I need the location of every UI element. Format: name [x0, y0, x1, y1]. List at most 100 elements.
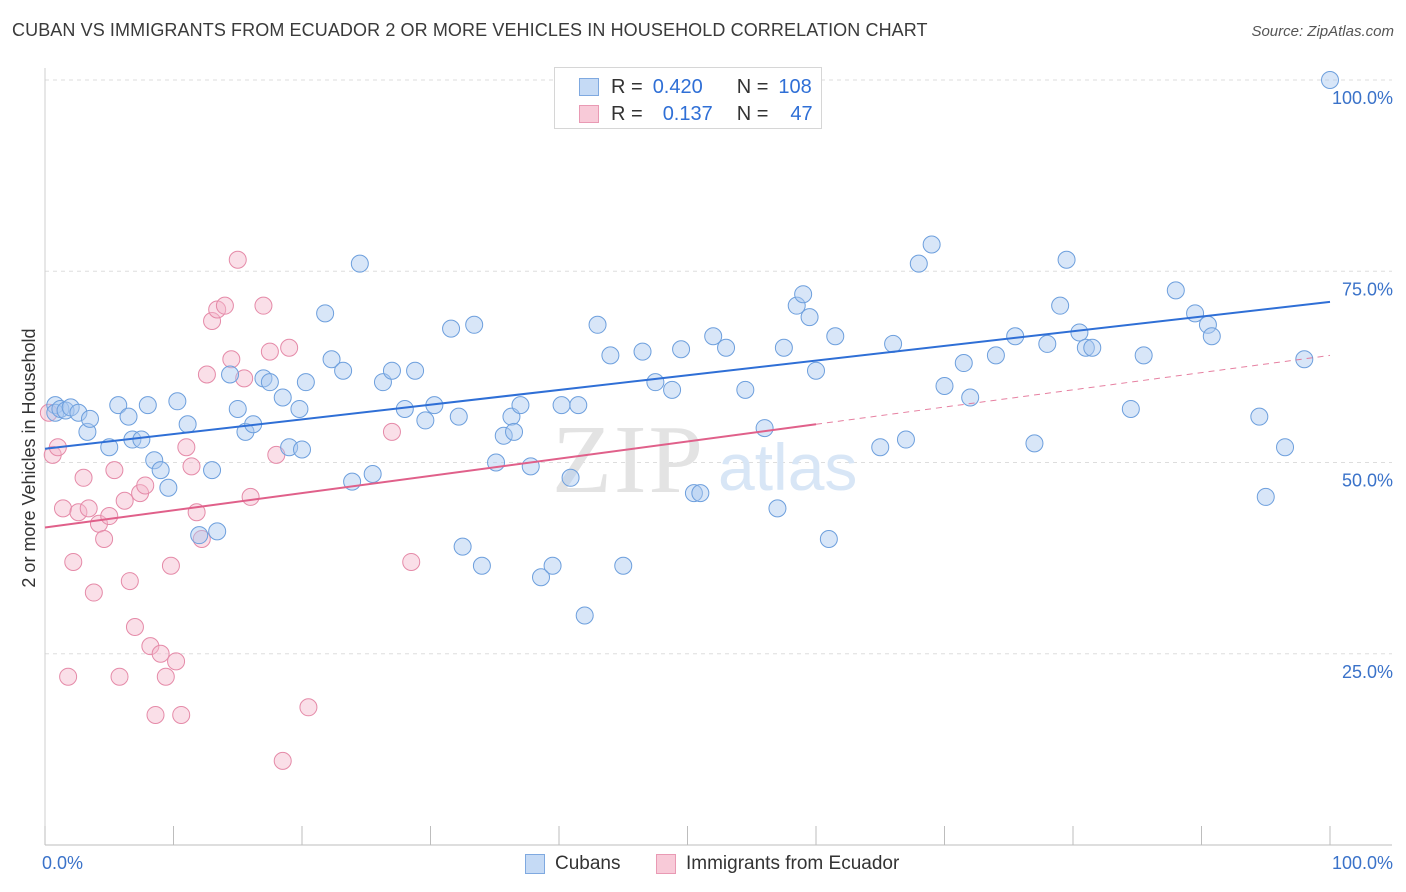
chart-source: Source: ZipAtlas.com	[1251, 23, 1394, 40]
ecuador-point	[203, 311, 222, 330]
ecuador-point	[235, 369, 254, 388]
cubans-point	[382, 361, 401, 380]
cubans-point	[273, 388, 292, 407]
cubans-point	[453, 537, 472, 556]
ecuador-trend-line	[44, 423, 817, 529]
cubans-point	[633, 342, 652, 361]
axes	[44, 68, 1392, 846]
cubans-point	[807, 361, 825, 380]
cubans-point	[569, 396, 588, 415]
cubans-point	[646, 373, 665, 392]
ecuador-point	[105, 461, 124, 480]
cubans-point	[159, 478, 178, 497]
cubans-point	[145, 451, 164, 470]
cubans-point	[532, 568, 551, 587]
grid-lines	[45, 79, 1392, 655]
ecuador-point	[110, 667, 129, 686]
ecuador-point	[115, 491, 134, 510]
cubans-point	[406, 361, 425, 380]
watermark-atlas: atlas	[718, 430, 857, 504]
legend-n-label: N =	[736, 75, 769, 98]
cubans-point	[290, 399, 309, 418]
ecuador-point	[402, 552, 421, 571]
cubans-point	[132, 430, 151, 449]
legend-n-value: 47	[790, 102, 813, 125]
cubans-point	[236, 422, 255, 441]
bottom-legend-ecuador: Immigrants from Ecuador	[656, 851, 899, 877]
legend-r-label: R =	[611, 75, 643, 98]
cubans-point	[293, 440, 311, 459]
cubans-point	[151, 461, 170, 480]
cubans-point	[961, 388, 980, 407]
ecuador-point	[146, 705, 165, 724]
cubans-point	[1321, 71, 1339, 89]
ecuador-point	[182, 457, 201, 476]
y-tick-label: 25.0%	[1342, 662, 1393, 682]
ecuador-point	[161, 556, 180, 575]
cubans-point	[100, 438, 119, 457]
cubans-point	[80, 409, 99, 428]
cubans-point	[954, 354, 973, 373]
bottom-legend-swatch-ecuador	[656, 854, 676, 874]
cubans-point	[69, 403, 88, 422]
chart-title: CUBAN VS IMMIGRANTS FROM ECUADOR 2 OR MO…	[12, 20, 928, 40]
ecuador-point	[95, 530, 114, 548]
x-tick-label: 100.0%	[1332, 853, 1393, 873]
ecuador-point	[100, 507, 119, 526]
cubans-point	[794, 285, 813, 304]
ecuador-point	[64, 552, 83, 571]
ecuador-point	[254, 296, 273, 315]
y-axis-title: 2 or more Vehicles in Household	[19, 328, 39, 587]
cubans-point	[178, 415, 197, 434]
ecuador-points	[39, 250, 421, 770]
cubans-point	[672, 340, 691, 359]
cubans-point	[1076, 338, 1095, 357]
cubans-point	[561, 468, 580, 487]
cubans-point	[1202, 327, 1221, 346]
legend-n-label: N =	[736, 102, 769, 125]
cubans-point	[826, 327, 845, 346]
ecuador-point	[167, 652, 186, 671]
cubans-point	[363, 464, 382, 483]
cubans-trend-line	[44, 300, 1331, 450]
cubans-point	[494, 426, 513, 445]
ecuador-point	[156, 667, 175, 686]
cubans-point	[736, 380, 755, 399]
cubans-point	[601, 346, 620, 365]
cubans-point	[203, 461, 222, 480]
cubans-point	[1166, 281, 1185, 300]
cubans-point	[511, 396, 530, 415]
ecuador-point	[197, 365, 216, 384]
ecuador-point	[84, 583, 103, 602]
cubans-point	[787, 296, 806, 315]
cubans-point	[575, 606, 594, 625]
watermark: ZIP atlas	[552, 406, 857, 514]
ecuador-point	[59, 667, 78, 686]
cubans-point	[871, 438, 890, 457]
cubans-point	[986, 346, 1005, 365]
axis-labels: 25.0% 50.0% 75.0% 100.0% 0.0% 100.0% 2 or more…	[19, 88, 1393, 873]
ecuador-point	[151, 644, 170, 663]
ecuador-point	[241, 487, 260, 506]
cubans-point	[755, 419, 774, 438]
watermark-zip: ZIP	[552, 406, 705, 514]
y-tick-label: 100.0%	[1332, 88, 1393, 108]
ecuador-point	[280, 338, 299, 357]
cubans-point	[1038, 334, 1057, 353]
ecuador-point	[260, 342, 279, 361]
cubans-point	[190, 526, 209, 545]
cubans-point	[208, 522, 227, 541]
legend-swatch-ecuador	[579, 105, 599, 123]
cubans-point	[168, 392, 187, 411]
cubans-points	[46, 71, 1339, 625]
cubans-point	[316, 304, 335, 323]
cubans-point	[119, 407, 138, 426]
ecuador-trend-extension	[815, 354, 1331, 425]
cubans-point	[704, 327, 723, 346]
ecuador-point	[69, 503, 88, 522]
ecuador-point	[177, 438, 196, 457]
cubans-point	[472, 556, 491, 575]
ecuador-point	[79, 499, 98, 518]
cubans-point	[1057, 250, 1076, 269]
